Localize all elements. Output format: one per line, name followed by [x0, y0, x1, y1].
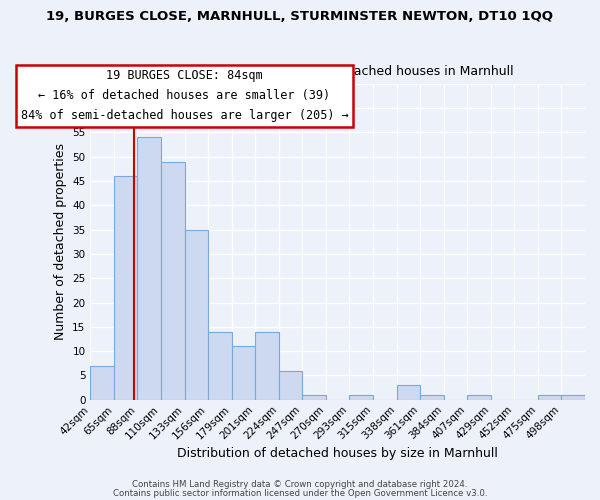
Text: 19 BURGES CLOSE: 84sqm
← 16% of detached houses are smaller (39)
84% of semi-det: 19 BURGES CLOSE: 84sqm ← 16% of detached… — [20, 70, 349, 122]
Bar — [279, 370, 302, 400]
Bar — [349, 395, 373, 400]
Bar — [255, 332, 279, 400]
Bar — [397, 385, 420, 400]
Bar — [538, 395, 562, 400]
Bar — [185, 230, 208, 400]
Text: Contains HM Land Registry data © Crown copyright and database right 2024.: Contains HM Land Registry data © Crown c… — [132, 480, 468, 489]
Bar — [420, 395, 443, 400]
Bar — [161, 162, 185, 400]
Y-axis label: Number of detached properties: Number of detached properties — [53, 144, 67, 340]
Text: Contains public sector information licensed under the Open Government Licence v3: Contains public sector information licen… — [113, 488, 487, 498]
Title: Size of property relative to detached houses in Marnhull: Size of property relative to detached ho… — [162, 66, 514, 78]
Bar — [302, 395, 326, 400]
Bar — [137, 138, 161, 400]
Bar — [562, 395, 585, 400]
Bar — [232, 346, 255, 400]
Bar — [208, 332, 232, 400]
X-axis label: Distribution of detached houses by size in Marnhull: Distribution of detached houses by size … — [177, 447, 498, 460]
Bar — [91, 366, 114, 400]
Text: 19, BURGES CLOSE, MARNHULL, STURMINSTER NEWTON, DT10 1QQ: 19, BURGES CLOSE, MARNHULL, STURMINSTER … — [47, 10, 554, 23]
Bar — [114, 176, 137, 400]
Bar — [467, 395, 491, 400]
